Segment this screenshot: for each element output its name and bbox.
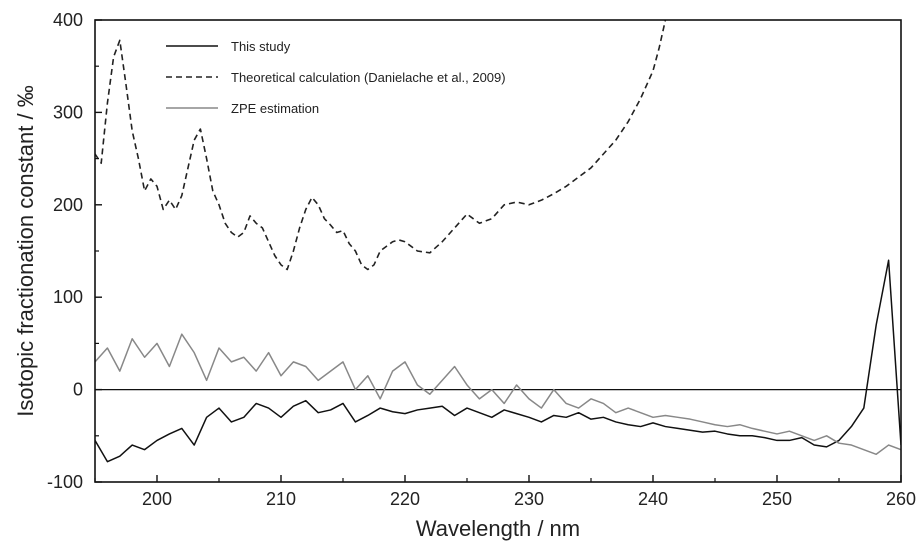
x-tick-label: 200 <box>142 489 172 509</box>
series-line-zpe-estimation <box>95 333 901 456</box>
legend-label: Theoretical calculation (Danielache et a… <box>231 70 506 85</box>
x-tick-label: 250 <box>762 489 792 509</box>
x-tick-label: 220 <box>390 489 420 509</box>
y-tick-label: 200 <box>53 195 83 215</box>
y-tick-label: 0 <box>73 380 83 400</box>
legend-label: ZPE estimation <box>231 101 319 116</box>
series-line-this-study <box>95 259 901 463</box>
x-tick-label: 260 <box>886 489 916 509</box>
plot-area <box>95 20 901 482</box>
y-tick-label: 100 <box>53 287 83 307</box>
legend: This study Theoretical calculation (Danie… <box>166 39 506 116</box>
x-axis-title: Wavelength / nm <box>416 516 580 541</box>
legend-label: This study <box>231 39 291 54</box>
y-axis-title: Isotopic fractionation constant / ‰ <box>13 85 38 416</box>
y-tick-label: 400 <box>53 10 83 30</box>
x-tick-label: 230 <box>514 489 544 509</box>
y-tick-label: 300 <box>53 102 83 122</box>
x-tick-label: 240 <box>638 489 668 509</box>
y-tick-label: -100 <box>47 472 83 492</box>
x-tick-label: 210 <box>266 489 296 509</box>
series-line-theoretical-calculation-danielache-et-al-2009 <box>95 20 667 271</box>
